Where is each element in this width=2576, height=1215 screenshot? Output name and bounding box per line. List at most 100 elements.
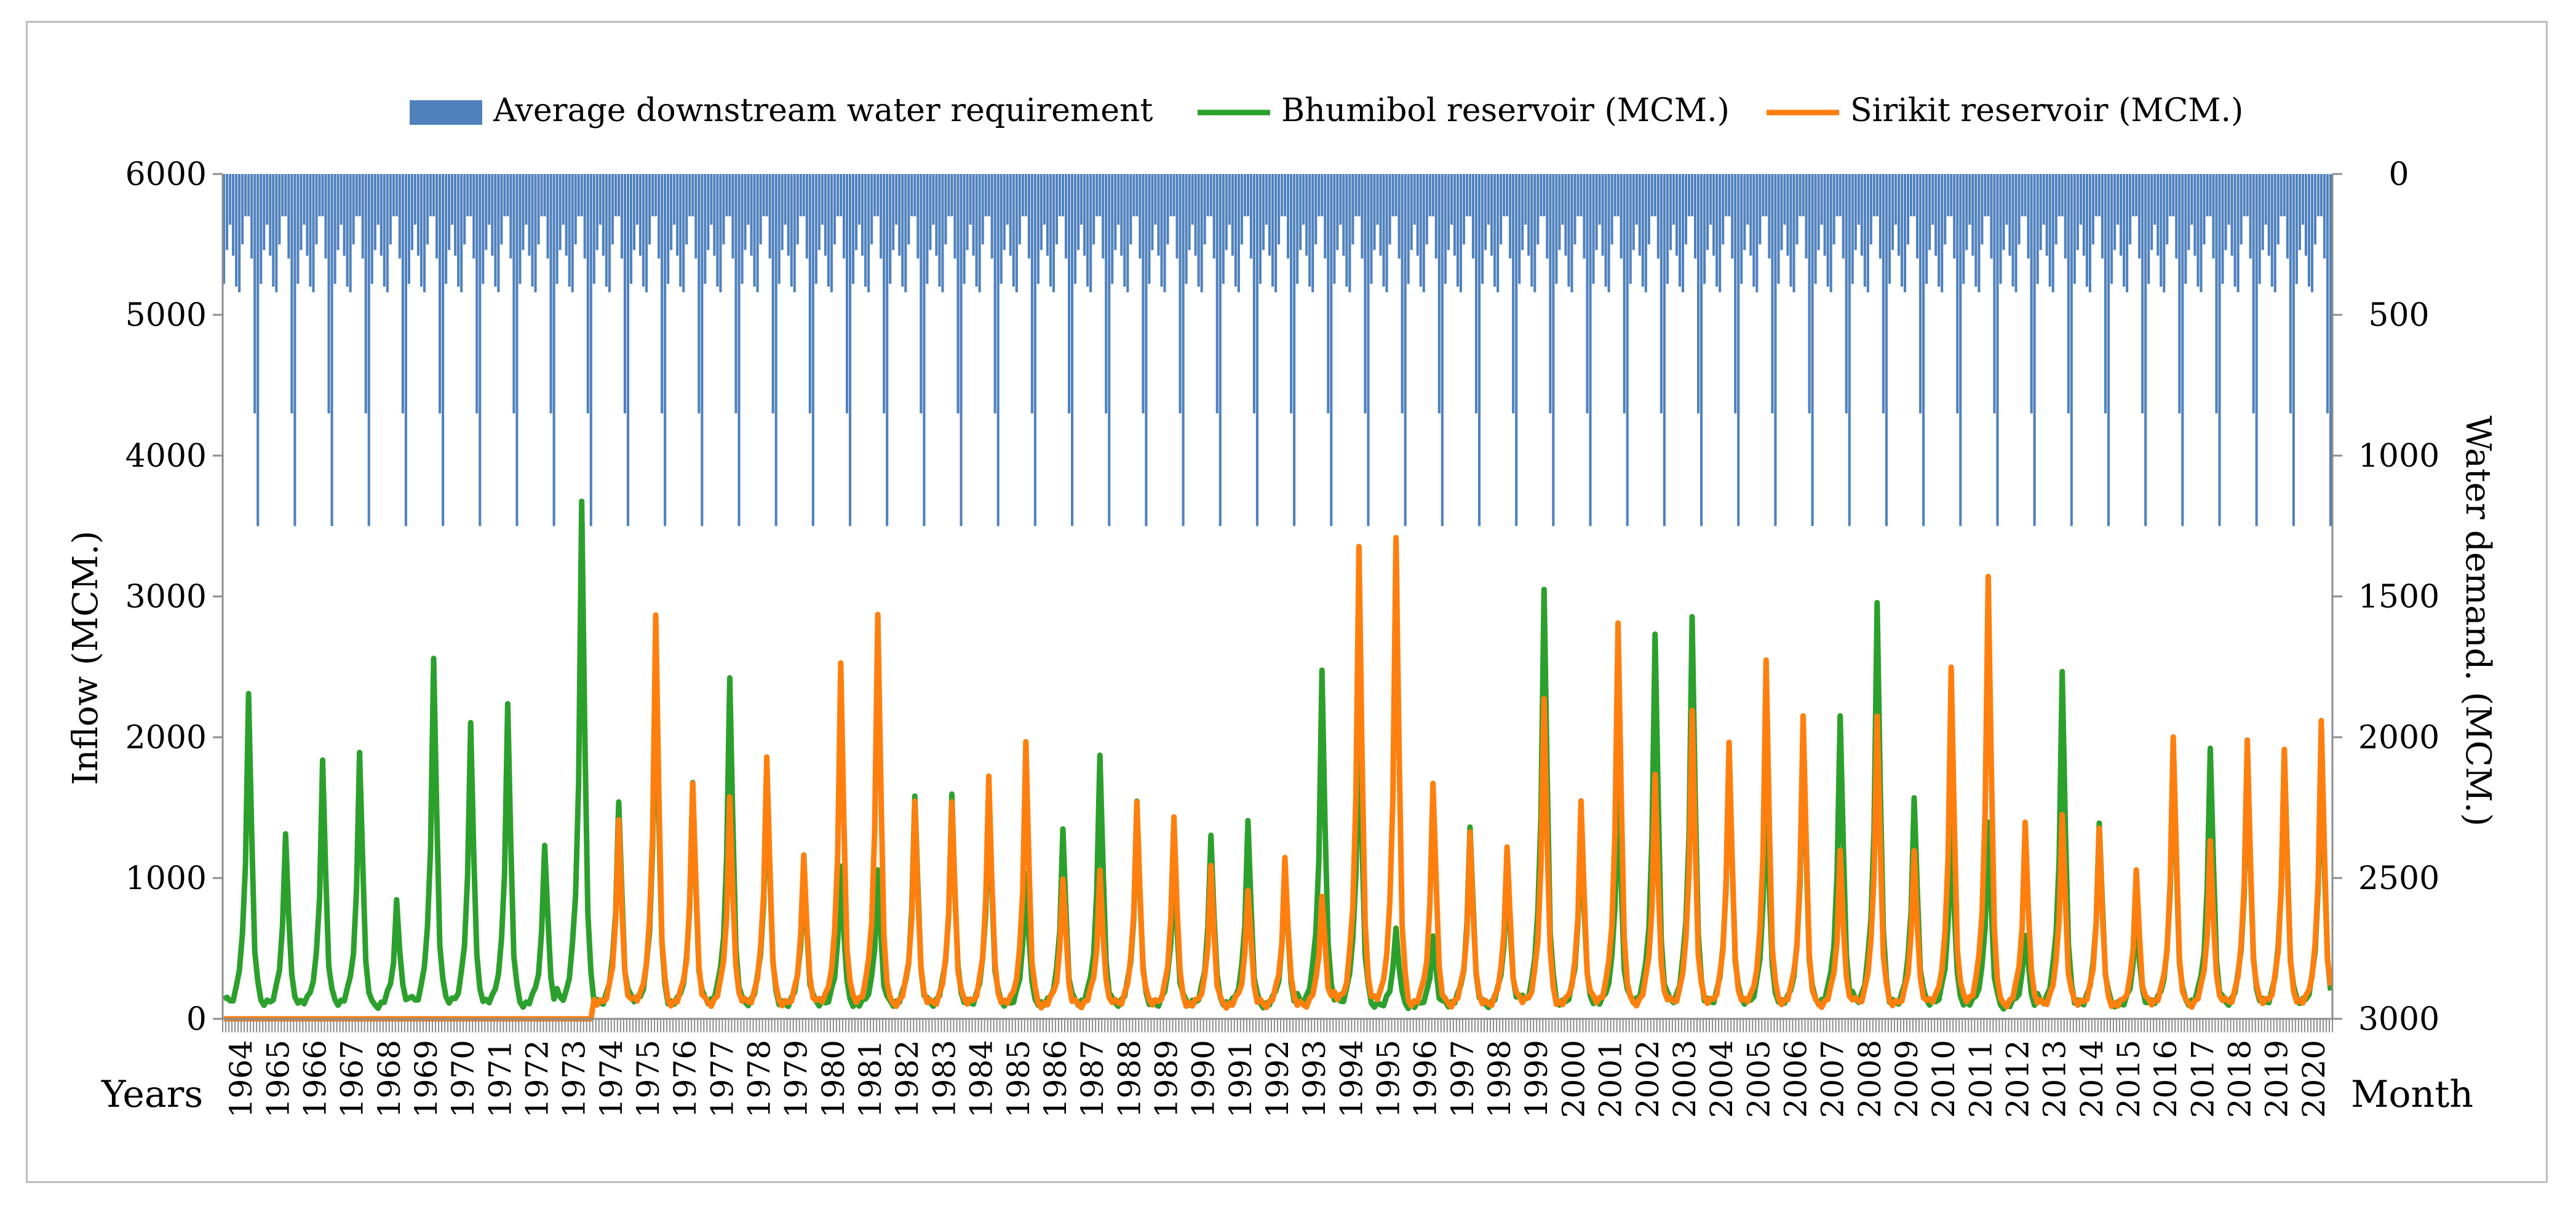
demand-bar xyxy=(1293,174,1296,526)
demand-bar xyxy=(2011,174,2014,287)
demand-bar xyxy=(2298,174,2301,250)
year-label: 1977 xyxy=(704,1040,740,1118)
demand-bar xyxy=(1693,174,1697,259)
demand-bar xyxy=(2178,174,2181,414)
demand-bar xyxy=(1358,174,1361,216)
year-label: 1984 xyxy=(964,1040,1000,1118)
demand-bar xyxy=(972,174,975,256)
demand-bar xyxy=(497,174,500,293)
demand-bar xyxy=(1314,174,1318,245)
demand-bar xyxy=(1132,174,1135,216)
demand-bar xyxy=(1105,174,1108,414)
demand-bar xyxy=(1910,174,1913,216)
demand-bar xyxy=(1719,174,1722,293)
demand-bar xyxy=(2036,174,2039,284)
demand-bar xyxy=(1660,174,1663,414)
demand-bar xyxy=(2107,174,2110,526)
demand-bar xyxy=(2153,174,2157,225)
demand-bar xyxy=(1592,174,1595,284)
demand-bar xyxy=(1897,174,1901,256)
demand-bar xyxy=(1185,174,1188,284)
demand-bar xyxy=(2267,174,2270,256)
demand-bar xyxy=(1490,174,1493,256)
demand-bar xyxy=(1555,174,1558,284)
demand-bar xyxy=(984,174,987,216)
demand-bar xyxy=(1506,174,1509,216)
demand-bar xyxy=(2079,174,2082,225)
demand-bar xyxy=(1397,174,1401,259)
demand-bar xyxy=(2292,174,2295,526)
demand-bar xyxy=(1218,174,1222,526)
demand-bar xyxy=(1228,174,1231,225)
demand-bar xyxy=(565,174,568,256)
demand-bar xyxy=(777,174,781,284)
demand-bar xyxy=(1715,174,1719,287)
year-label: 1998 xyxy=(1482,1040,1517,1118)
demand-bar xyxy=(355,174,358,216)
left-ticks: 0 1000 2000 3000 4000 5000 6000 xyxy=(125,156,223,1038)
demand-bar xyxy=(2193,174,2196,256)
demand-bar xyxy=(2218,174,2221,526)
demand-bar xyxy=(1434,174,1437,259)
demand-bar xyxy=(250,174,253,259)
bhumibol-inflow-line xyxy=(222,498,2334,1012)
year-label: 1969 xyxy=(408,1040,444,1118)
demand-bar xyxy=(2258,174,2261,284)
demand-bar xyxy=(2175,174,2178,259)
demand-bar xyxy=(1857,174,1860,225)
demand-bar xyxy=(707,174,710,250)
demand-bar xyxy=(2094,174,2097,216)
demand-bar xyxy=(2082,174,2085,256)
demand-bar xyxy=(1114,174,1117,250)
year-label: 2020 xyxy=(2296,1040,2332,1118)
demand-bar xyxy=(1623,174,1626,414)
year-label: 1986 xyxy=(1038,1040,1073,1118)
demand-bar xyxy=(2160,174,2163,287)
demand-bar xyxy=(741,174,744,284)
demand-bar xyxy=(1021,174,1024,216)
demand-bar xyxy=(463,174,466,245)
demand-bar xyxy=(549,174,552,414)
demand-bar xyxy=(349,174,352,293)
demand-bar xyxy=(2270,174,2273,287)
demand-bar xyxy=(1990,174,1993,259)
demand-bar xyxy=(1089,174,1092,293)
demand-bar xyxy=(1725,174,1728,216)
demand-bar xyxy=(1653,174,1656,216)
demand-bar xyxy=(1308,174,1311,287)
demand-bar xyxy=(1777,174,1780,284)
demand-bar xyxy=(1419,174,1422,287)
demand-bar xyxy=(892,174,895,250)
demand-bar xyxy=(1540,174,1543,216)
demand-bar xyxy=(1922,174,1925,526)
demand-bar xyxy=(2212,174,2215,259)
right-ticks: 0 500 1000 1500 2000 2500 3000 xyxy=(2332,156,2439,1038)
demand-bar xyxy=(802,174,805,216)
demand-bar xyxy=(2286,174,2289,259)
year-label: 2015 xyxy=(2111,1040,2147,1118)
demand-bar xyxy=(2255,174,2258,526)
demand-bar xyxy=(626,174,630,526)
demand-bar xyxy=(864,174,867,287)
demand-bar xyxy=(1453,174,1456,256)
demand-bar xyxy=(947,174,950,216)
demand-bar xyxy=(1971,174,1974,256)
year-label: 1971 xyxy=(482,1040,518,1118)
left-tick-label: 6000 xyxy=(125,156,207,193)
demand-bar xyxy=(851,174,855,284)
demand-bar xyxy=(1503,174,1506,216)
demand-bar xyxy=(2172,174,2175,216)
demand-bar xyxy=(870,174,873,245)
demand-bar xyxy=(827,174,830,287)
demand-bar xyxy=(482,174,485,284)
demand-bar xyxy=(861,174,864,256)
demand-bar xyxy=(1139,174,1142,259)
demand-bar xyxy=(1635,174,1638,225)
demand-bar xyxy=(445,174,448,284)
demand-bar xyxy=(2110,174,2113,284)
demand-bar xyxy=(793,174,796,293)
demand-bar xyxy=(1006,174,1009,225)
demand-bar xyxy=(1552,174,1555,526)
demand-bar xyxy=(1339,174,1342,225)
year-label: 1982 xyxy=(889,1040,925,1118)
